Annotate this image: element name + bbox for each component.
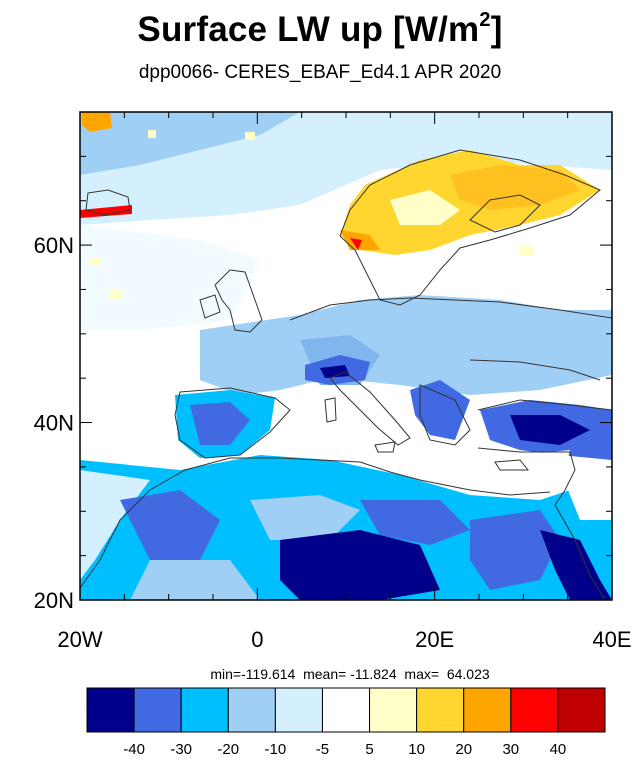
colorbar-label: 30 [502,741,519,758]
lon-label: 40E [592,627,631,652]
map-field [80,112,612,600]
colorbar-label: -40 [123,741,145,758]
colorbar-swatch [416,687,465,733]
colorbar-swatch [557,687,606,733]
lat-label: 60N [34,233,74,258]
lat-label: 20N [34,588,74,613]
plot-subtitle: dpp0066- CERES_EBAF_Ed4.1 APR 2020 [138,62,502,83]
colorbar: -40 -30 -20 -10 -5 5 10 20 30 40 [86,687,606,758]
colorbar-label: 10 [408,741,425,758]
colorbar-label: -20 [217,741,239,758]
colorbar-label: -10 [265,741,287,758]
colorbar-swatch [227,687,276,733]
colorbar-swatch [180,687,229,733]
colorbar-swatch [369,687,418,733]
stats-line: min=-119.614 mean= -11.824 max= 64.023 [210,666,490,682]
colorbar-label: -30 [170,741,192,758]
lon-label: 20W [57,627,102,652]
colorbar-swatch [274,687,323,733]
axis-ticks [79,111,613,601]
colorbar-swatch [510,687,559,733]
colorbar-label: 5 [365,741,373,758]
colorbar-swatch [133,687,182,733]
colorbar-swatch [463,687,512,733]
colorbar-label: 20 [455,741,472,758]
coastlines [80,149,612,600]
colorbar-label: 40 [550,741,567,758]
axis-labels: 20W 0 20E 40E 20N 40N 60N [34,233,632,652]
colorbar-label: -5 [316,741,329,758]
plot-title: Surface LW up [W/m2] [137,9,503,49]
lon-label: 0 [251,627,263,652]
colorbar-swatch [86,687,135,733]
lon-label: 20E [415,627,454,652]
lat-label: 40N [34,411,74,436]
colorbar-swatch [321,687,371,733]
